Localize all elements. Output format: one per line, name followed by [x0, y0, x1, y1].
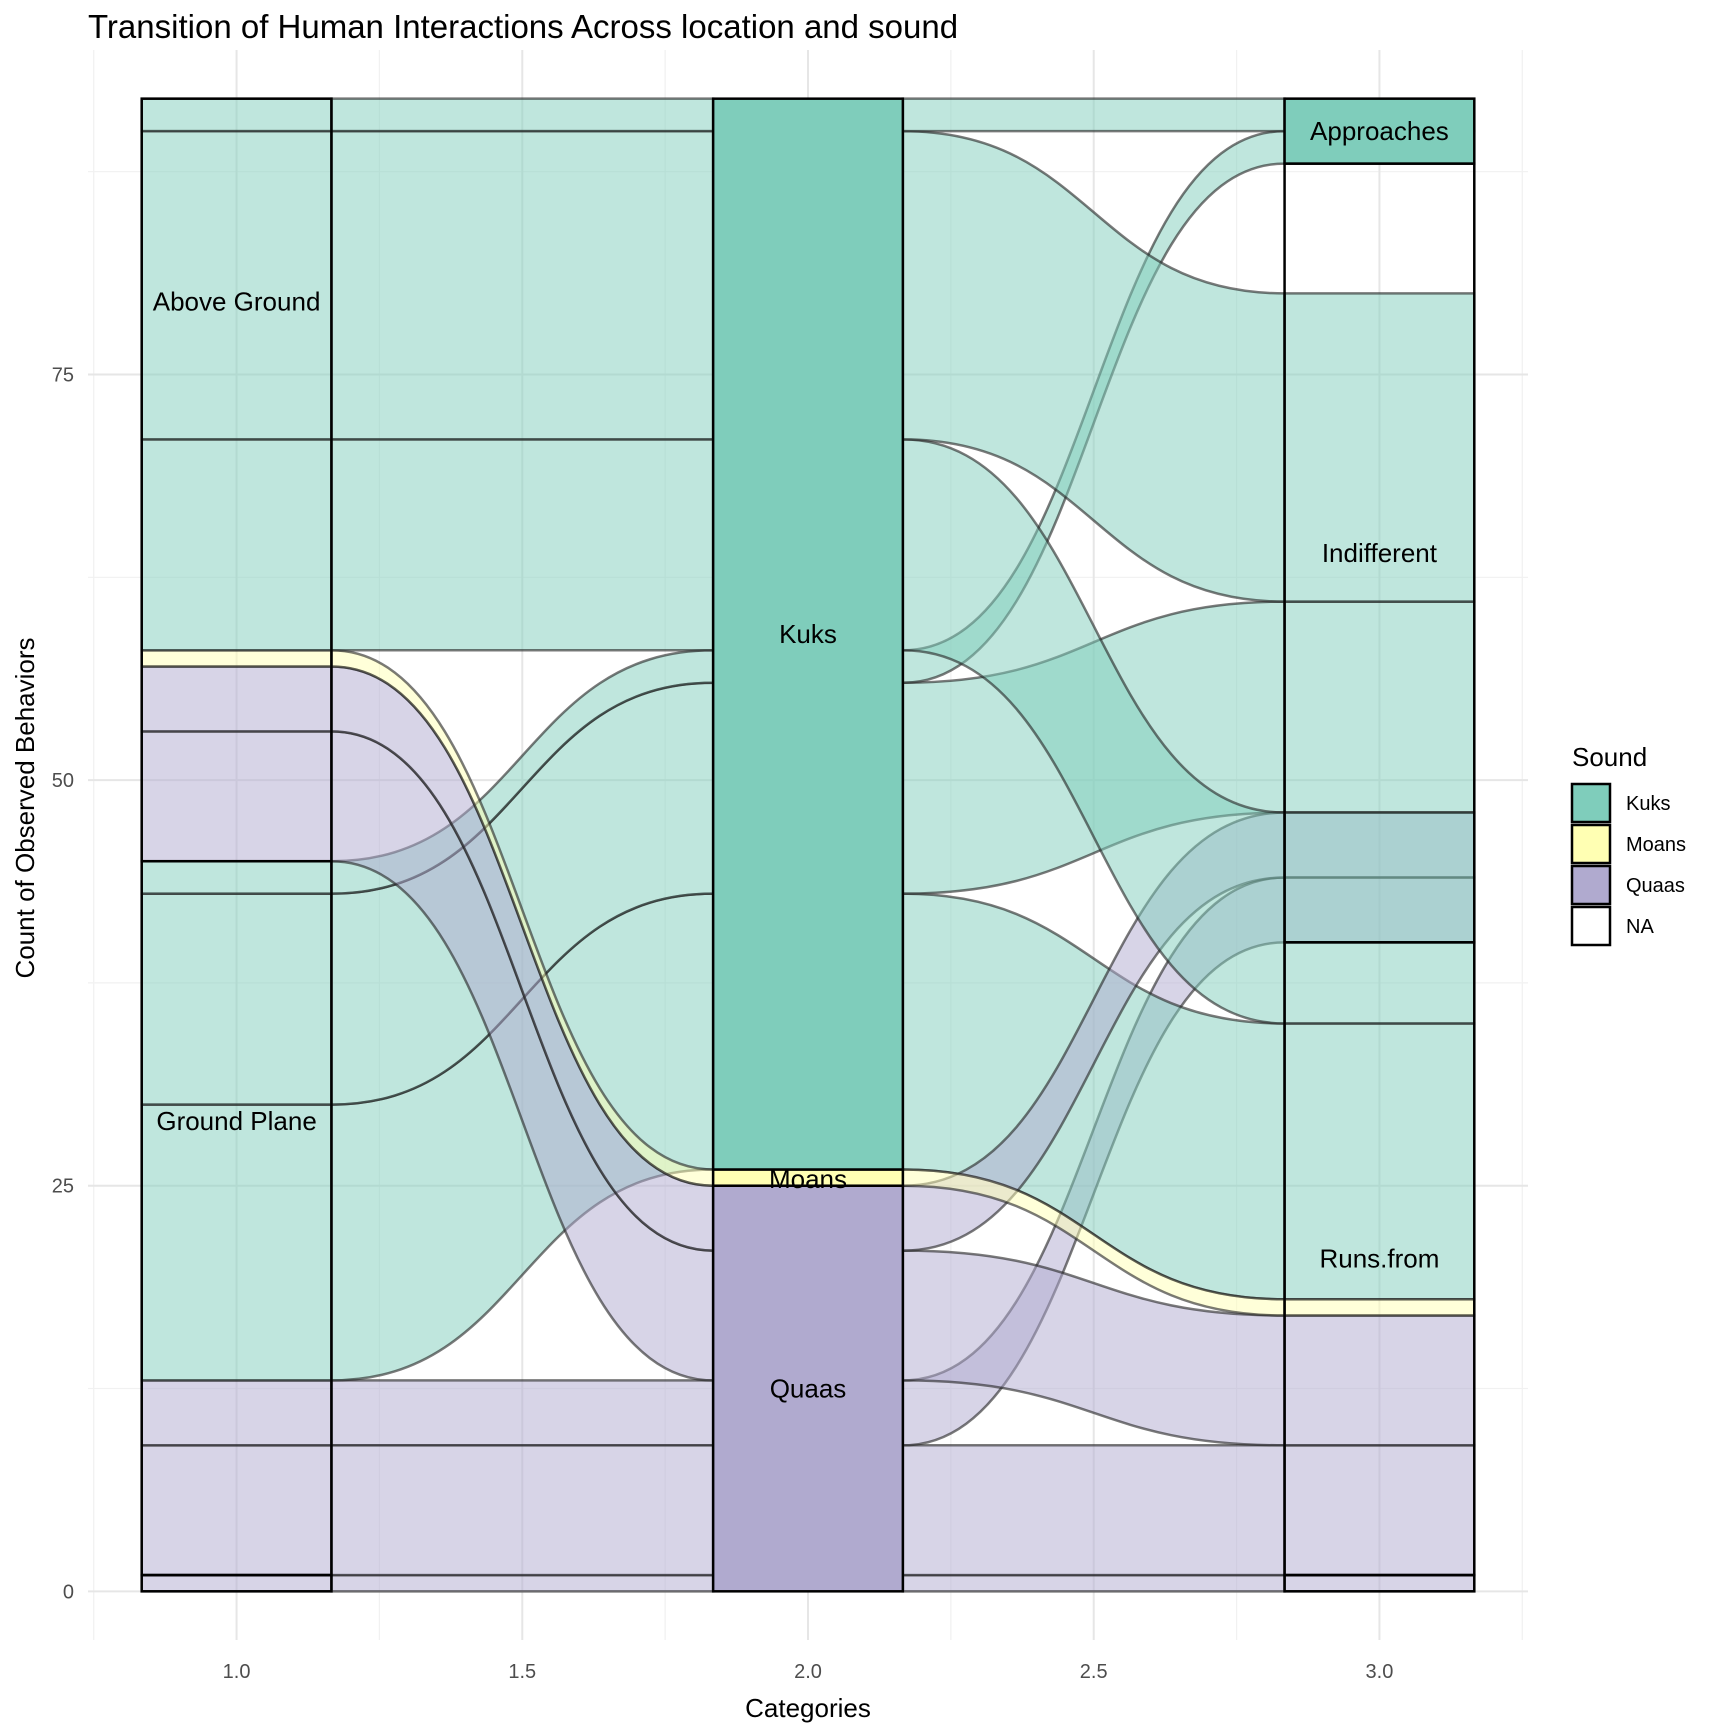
flow-ribbon [901, 97, 1286, 133]
x-tick-label: 3.0 [1366, 1661, 1394, 1683]
flow-ribbon [901, 1573, 1286, 1593]
lode-segment [1283, 811, 1476, 1025]
lode-segment [140, 892, 333, 1106]
lode-segment [140, 649, 333, 668]
flows [140, 97, 1476, 1593]
legend-label: Moans [1626, 834, 1686, 856]
y-tick-label: 75 [52, 364, 74, 386]
flow-ribbon [330, 1444, 715, 1577]
legend-label: Kuks [1626, 793, 1670, 815]
flow-ribbon [901, 1444, 1286, 1577]
x-tick-label: 2.5 [1080, 1661, 1108, 1683]
tick-labels: 1.0 1.5 2.0 2.5 3.0 0 25 50 75 [52, 364, 1394, 1683]
stratum-box [711, 97, 905, 1171]
stratum-label: Runs.from [1319, 1244, 1439, 1274]
legend-swatch [1570, 823, 1612, 865]
stratum-labels: Ground Plane Above Ground Quaas Moans Kuks Ru… [153, 116, 1449, 1403]
stratum-label: Above Ground [153, 286, 321, 316]
stratum-label: Moans [769, 1164, 847, 1194]
legend-label: Quaas [1626, 875, 1685, 897]
y-tick-label: 50 [52, 770, 74, 792]
legend-label: NA [1626, 916, 1654, 938]
lode-segment [140, 1103, 333, 1382]
strata [140, 97, 1476, 1593]
flow-ribbon [330, 129, 715, 441]
lode-segment [140, 129, 333, 441]
lode-segment [1283, 292, 1476, 603]
flow-ribbon [330, 1379, 715, 1447]
lode-segment [1283, 1573, 1476, 1593]
legend-title: Sound [1572, 742, 1647, 772]
legend: Sound Kuks Moans Quaas NA [1570, 742, 1686, 947]
lode-segment [140, 97, 333, 133]
y-tick-label: 0 [63, 1581, 74, 1603]
flow-ribbon [330, 438, 715, 652]
stratum-label: Approaches [1310, 116, 1449, 146]
lode-segment [1283, 1298, 1476, 1317]
lode-segment [1283, 1022, 1476, 1301]
lode-segment [1283, 1444, 1476, 1577]
x-tick-label: 2.0 [794, 1661, 822, 1683]
stratum-box [140, 97, 333, 863]
x-tick-label: 1.0 [223, 1661, 251, 1683]
stratum-label: Ground Plane [156, 1106, 316, 1136]
lode-segment [140, 438, 333, 652]
stratum-label: Indifferent [1322, 538, 1438, 568]
legend-swatch [1570, 905, 1612, 947]
flow-ribbon [330, 97, 715, 133]
legend-swatch [1570, 864, 1612, 906]
lode-segment [140, 665, 333, 733]
lode-segment [140, 1379, 333, 1447]
lode-segment [140, 1444, 333, 1577]
y-axis-title: Count of Observed Behaviors [10, 637, 40, 978]
lode-segment [140, 1573, 333, 1593]
lode-segment [1283, 600, 1476, 814]
y-tick-label: 25 [52, 1176, 74, 1198]
legend-swatch [1570, 782, 1612, 824]
stratum-label: Quaas [770, 1374, 847, 1404]
lode-segment [1283, 1314, 1476, 1447]
x-axis-title: Categories [745, 1693, 871, 1723]
x-tick-label: 1.5 [508, 1661, 536, 1683]
stratum-label: Kuks [779, 619, 837, 649]
lode-segment [140, 859, 333, 895]
chart-title: Transition of Human Interactions Across … [88, 8, 958, 45]
stratum-box [1283, 97, 1476, 165]
lode-segment [140, 730, 333, 863]
flow-ribbon [330, 1573, 715, 1593]
